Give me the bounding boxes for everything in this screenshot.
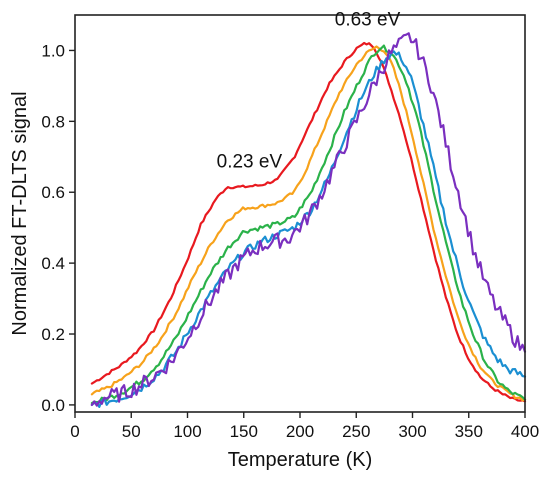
y-tick-label: 0.0 (41, 396, 65, 415)
y-tick-label: 0.6 (41, 183, 65, 202)
x-tick-label: 300 (398, 422, 426, 441)
x-tick-label: 0 (70, 422, 79, 441)
y-tick-label: 0.2 (41, 325, 65, 344)
x-tick-label: 350 (455, 422, 483, 441)
peak-annotation: 0.63 eV (335, 10, 401, 31)
series-line-4 (90, 50, 527, 408)
x-tick-label: 200 (286, 422, 314, 441)
x-tick-label: 400 (511, 422, 539, 441)
series-layer (90, 32, 527, 408)
series-line-3 (90, 44, 527, 405)
y-axis-label: Normalized FT-DLTS signal (9, 91, 31, 335)
ticks-layer: 0 50 100 150 200 250 300 350 400 0.0 0.2 0.4 0.6 0.8 1… (41, 41, 539, 441)
y-tick-label: 0.4 (41, 254, 65, 273)
series-line-2 (90, 45, 527, 402)
x-tick-label: 50 (122, 422, 141, 441)
series-line-1 (90, 41, 527, 403)
peak-annotation: 0.23 eV (217, 151, 283, 172)
x-axis-label: Temperature (K) (228, 449, 373, 471)
y-tick-label: 0.8 (41, 112, 65, 131)
annotations-layer: 0.23 eV 0.63 eV (217, 10, 401, 173)
y-tick-label: 1.0 (41, 41, 65, 60)
series-line-5 (90, 32, 527, 407)
x-tick-label: 100 (173, 422, 201, 441)
x-tick-label: 250 (342, 422, 370, 441)
plot-frame (74, 14, 526, 413)
x-tick-label: 150 (230, 422, 258, 441)
